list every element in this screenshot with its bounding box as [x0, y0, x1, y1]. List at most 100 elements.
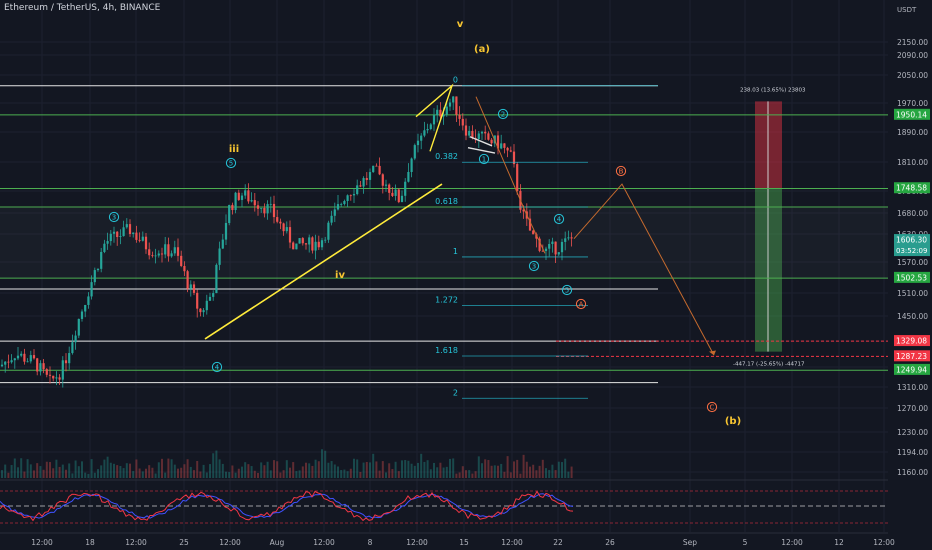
- volume-bars: [1, 449, 573, 478]
- candle-body: [100, 251, 103, 269]
- price-tick: 1970.00: [897, 99, 928, 108]
- volume-bar: [221, 463, 224, 478]
- osc-main-line: [0, 490, 574, 522]
- position-box: 238.03 (13.65%) 23803 -447.17 (-25.65%) -…: [733, 87, 806, 367]
- candle-body: [90, 282, 93, 297]
- candle-body: [554, 241, 557, 255]
- osc-signal-line: [0, 493, 574, 519]
- price-tag: 1329.08: [896, 337, 927, 346]
- volume-bar: [97, 469, 99, 478]
- volume-bar: [477, 456, 480, 478]
- volume-bar: [561, 462, 563, 478]
- candle-body: [109, 233, 112, 242]
- volume-bar: [362, 462, 365, 478]
- candle-body: [112, 231, 116, 234]
- candle-body: [253, 200, 256, 206]
- candle-body: [314, 241, 317, 251]
- volume-bar: [375, 461, 378, 478]
- volume-bar: [77, 466, 80, 478]
- volume-bar: [49, 462, 51, 478]
- price-tag: 1606.30: [896, 236, 927, 245]
- horizontal-lines: [0, 85, 888, 384]
- price-tag-bg: [894, 363, 930, 375]
- volume-bar: [129, 463, 131, 478]
- candle-body: [279, 221, 282, 224]
- candle-body: [103, 243, 106, 252]
- volume-bar: [381, 461, 384, 478]
- volume-bar: [311, 465, 314, 478]
- wave-label: 4: [215, 364, 220, 372]
- candle-body: [359, 185, 362, 187]
- fib-label: 0: [453, 76, 458, 85]
- candle-body: [506, 147, 509, 151]
- candle-body: [128, 224, 132, 234]
- volume-bar: [151, 467, 154, 478]
- candle-body: [231, 204, 234, 211]
- volume-bar: [557, 461, 560, 478]
- wave-circle: [478, 153, 490, 165]
- candle-body: [384, 184, 388, 186]
- volume-bar: [209, 464, 211, 478]
- volume-bar: [378, 470, 381, 478]
- volume-bar: [337, 466, 339, 478]
- volume-bar: [535, 470, 538, 478]
- volume-bar: [113, 463, 115, 478]
- volume-bar: [481, 463, 483, 478]
- time-tick: 22: [553, 538, 563, 547]
- wedge-line: [467, 146, 496, 154]
- candle-body: [500, 143, 503, 149]
- candle-body: [196, 292, 199, 309]
- volume-bar: [330, 461, 333, 478]
- range-zone: [0, 207, 888, 279]
- time-tick: 12:00: [219, 538, 241, 547]
- candle-body: [224, 222, 228, 240]
- volume-bar: [426, 460, 429, 478]
- volume-bar: [215, 450, 218, 478]
- candle-body: [52, 375, 55, 379]
- candle-body: [522, 209, 525, 212]
- candle-body: [157, 253, 160, 256]
- price-tick: 2050.00: [897, 71, 928, 80]
- volume-bar: [125, 463, 128, 478]
- volume-bar: [7, 472, 10, 478]
- candle-body: [80, 311, 84, 319]
- wave-label: iii: [229, 144, 239, 155]
- volume-bar: [343, 469, 346, 478]
- volume-bar: [420, 453, 423, 478]
- volume-bar: [433, 462, 435, 478]
- volume-bar: [365, 461, 368, 478]
- candle-body: [36, 358, 39, 372]
- candle-body: [343, 201, 346, 204]
- volume-bar: [449, 458, 451, 478]
- candle-body: [218, 248, 221, 265]
- candle-body: [23, 353, 26, 362]
- time-tick: 12: [834, 538, 844, 547]
- candle-body: [122, 227, 125, 237]
- candle-body: [532, 230, 535, 235]
- volume-bar: [324, 450, 327, 478]
- wave-label: 3: [112, 214, 116, 222]
- volume-bar: [497, 465, 499, 478]
- volume-bar: [36, 463, 39, 478]
- candle-body: [378, 165, 381, 175]
- volume-bar: [109, 462, 112, 478]
- time-axis[interactable]: 12:00 18 12:00 25 12:00 Aug 12:00 8 12:00 15 12:00…: [0, 532, 932, 550]
- volume-bar: [372, 453, 375, 478]
- volume-bar: [445, 466, 448, 478]
- candle-body: [336, 204, 340, 210]
- wave-label: C: [710, 404, 715, 412]
- candle-body: [247, 190, 250, 202]
- drawings: [204, 83, 716, 356]
- volume-bar: [442, 467, 445, 478]
- candle-body: [16, 355, 20, 359]
- time-tick: 15: [459, 538, 469, 547]
- volume-bar: [484, 459, 487, 478]
- candle-body: [93, 270, 96, 283]
- candle-body: [202, 310, 205, 313]
- volume-bar: [423, 461, 426, 478]
- volume-bar: [285, 460, 288, 478]
- volume-bar: [468, 470, 471, 478]
- price-tick: 1160.00: [897, 468, 928, 477]
